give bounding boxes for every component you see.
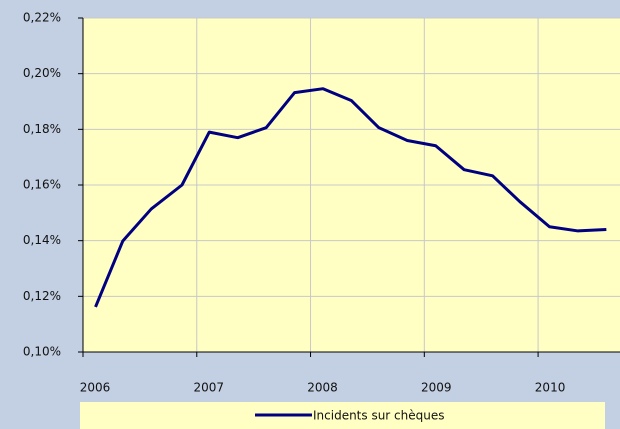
x-tick-label: 2009 [421,381,452,395]
y-tick-label: 0,20% [23,66,61,80]
legend-label: Incidents sur chèques [313,409,445,423]
line [94,87,607,308]
y-tick-label: 0,12% [23,289,61,303]
y-tick-label: 0,16% [23,178,61,192]
y-tick-label: 0,14% [23,233,61,247]
x-tick-label: 2006 [80,381,111,395]
x-tick-label: 2008 [307,381,338,395]
legend-box [80,402,605,429]
y-tick-label: 0,18% [23,122,61,136]
y-tick-label: 0,10% [23,345,61,359]
y-tick-label: 0,22% [23,11,61,25]
x-tick-label: 2007 [193,381,224,395]
x-tick-label: 2010 [535,381,566,395]
